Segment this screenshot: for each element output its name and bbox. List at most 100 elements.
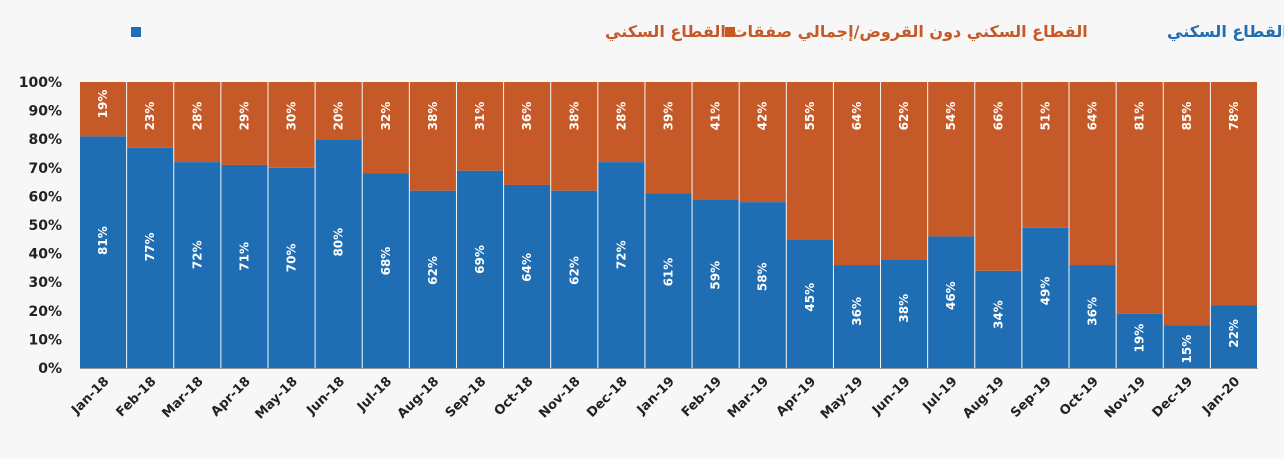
data-label-blue: 15% (1180, 335, 1194, 364)
x-tick-label: Jul-19 (920, 374, 961, 415)
data-label-blue: 61% (662, 258, 676, 287)
bar-segment-blue (362, 173, 409, 368)
data-label-blue: 34% (991, 300, 1005, 329)
data-label-blue: 45% (803, 283, 817, 312)
y-tick-label: 30% (28, 275, 62, 291)
data-label-orange: 41% (709, 102, 723, 131)
data-label-blue: 62% (567, 256, 581, 285)
x-tick-label: Dec-18 (584, 374, 631, 421)
y-tick-label: 90% (28, 104, 62, 120)
data-label-orange: 38% (567, 102, 581, 131)
bar-segment-orange (598, 82, 645, 163)
data-label-orange: 36% (520, 102, 534, 131)
data-label-blue: 38% (897, 294, 911, 323)
bar-segment-blue (692, 199, 739, 368)
x-tick-label: Sep-19 (1008, 374, 1055, 421)
data-label-blue: 62% (426, 256, 440, 285)
data-label-blue: 59% (709, 261, 723, 290)
x-tick-label: Mar-18 (160, 374, 207, 421)
data-label-blue: 81% (96, 226, 110, 255)
bar-segment-orange (456, 82, 504, 171)
bar-segment-blue (1116, 313, 1163, 368)
legend-label-orange: القروض العقارية للأفراد/إجمالي صفقات الق… (1167, 22, 1284, 42)
x-tick-label: Jan-19 (634, 374, 678, 418)
x-tick-label: Sep-18 (443, 374, 490, 421)
data-label-orange: 55% (803, 102, 817, 131)
bar-segment-blue (504, 184, 551, 368)
data-label-orange: 51% (1038, 102, 1052, 131)
data-label-blue: 71% (237, 242, 251, 271)
bar-segment-orange (409, 82, 456, 191)
x-tick-label: Mar-19 (725, 374, 772, 421)
bar-segment-orange (1210, 82, 1257, 306)
y-tick-label: 40% (28, 247, 62, 263)
legend-swatch-blue (131, 27, 141, 37)
bar-segment-orange (1116, 82, 1163, 314)
y-tick-label: 100% (19, 75, 62, 91)
data-label-orange: 39% (662, 102, 676, 131)
bar-segment-blue (928, 236, 975, 368)
x-tick-label: Jun-19 (869, 374, 913, 418)
bar-segment-orange (881, 82, 928, 260)
data-label-orange: 30% (285, 102, 299, 131)
x-tick-label: Nov-18 (536, 374, 583, 421)
bar-segment-orange (221, 82, 268, 165)
bar-segment-orange (1163, 82, 1210, 326)
legend-item-orange: القروض العقارية للأفراد/إجمالي صفقات الق… (725, 22, 1284, 42)
x-tick-label: Apr-19 (774, 374, 819, 419)
bar-segment-orange (127, 82, 174, 148)
bar-segment-orange (80, 82, 127, 137)
data-label-blue: 49% (1038, 277, 1052, 306)
x-tick-label: Oct-18 (492, 374, 537, 419)
bar-segment-orange (975, 82, 1022, 271)
bar-segment-orange (1022, 82, 1069, 228)
bar-segment-orange (551, 82, 598, 191)
data-label-blue: 72% (614, 240, 628, 269)
data-label-blue: 64% (520, 253, 534, 282)
data-label-blue: 70% (285, 244, 299, 273)
bar-segment-orange (315, 82, 362, 140)
data-label-orange: 32% (379, 102, 393, 131)
data-label-orange: 23% (143, 102, 157, 131)
data-label-blue: 69% (473, 245, 487, 274)
y-tick-label: 80% (28, 132, 62, 148)
x-tick-label: Apr-18 (208, 374, 253, 419)
x-tick-label: Feb-18 (114, 374, 160, 420)
bar-segment-blue (786, 239, 833, 368)
bar-segment-blue (1022, 227, 1069, 368)
bar-segment-orange (739, 82, 786, 203)
x-tick-label: Jan-18 (68, 374, 112, 418)
legend-label-blue: القطاع السكني دون القروض/إجمالي صفقات ال… (605, 22, 1088, 42)
bar-segment-orange (833, 82, 881, 266)
data-label-blue: 22% (1227, 319, 1241, 348)
x-tick-label: Nov-19 (1102, 374, 1149, 421)
bar-segment-orange (928, 82, 975, 237)
legend-swatch-orange (725, 27, 735, 37)
bar-segment-orange (504, 82, 551, 185)
x-tick-label: Jul-18 (354, 374, 395, 415)
bar-segment-blue (456, 170, 504, 368)
data-label-orange: 85% (1180, 102, 1194, 131)
bar-segment-blue (739, 202, 786, 368)
bar-segment-orange (1069, 82, 1116, 266)
data-label-blue: 19% (1133, 324, 1147, 353)
data-label-blue: 77% (143, 233, 157, 262)
bar-segment-blue (645, 193, 692, 368)
bar-segment-orange (174, 82, 221, 163)
x-tick-label: Jan-20 (1199, 374, 1243, 418)
data-label-blue: 58% (756, 262, 770, 291)
legend: القطاع السكني دون القروض/إجمالي صفقات ال… (131, 22, 1284, 42)
bar-segment-blue (598, 162, 645, 368)
bar-segment-blue (315, 139, 362, 368)
data-label-orange: 31% (473, 102, 487, 131)
y-tick-label: 70% (28, 161, 62, 177)
data-label-orange: 29% (237, 102, 251, 131)
data-label-orange: 64% (850, 102, 864, 131)
data-label-orange: 20% (332, 102, 346, 131)
data-label-orange: 81% (1133, 102, 1147, 131)
x-tick-label: Aug-18 (395, 374, 442, 421)
x-tick-label: May-18 (253, 374, 301, 422)
data-label-orange: 78% (1227, 102, 1241, 131)
data-label-orange: 28% (614, 102, 628, 131)
bar-segment-blue (268, 167, 315, 368)
